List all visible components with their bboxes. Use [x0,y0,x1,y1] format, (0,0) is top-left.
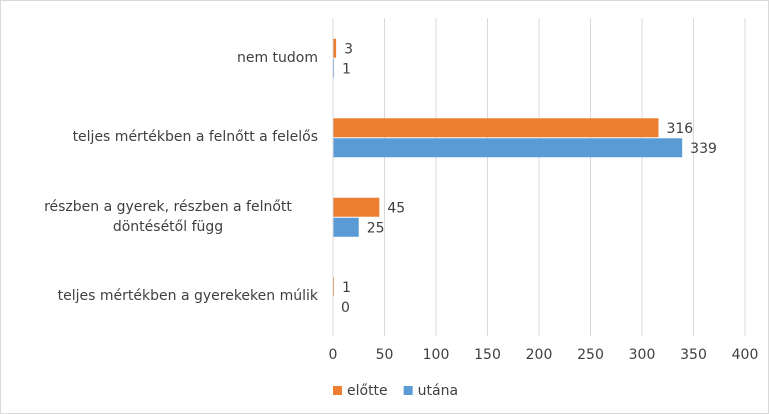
data-label: 339 [690,141,717,157]
legend-label: előtte [347,383,388,399]
x-tick-label: 200 [526,347,553,363]
legend-swatch [403,386,413,395]
y-tick-label: teljes mértékben a felnőtt a felelős [8,127,318,147]
category-text: teljes mértékben a gyerekeken múlik [57,288,318,305]
category-text: teljes mértékben a felnőtt a felelős [72,129,318,146]
data-label: 3 [344,41,353,57]
data-label: 25 [367,220,385,236]
bar [333,197,380,217]
data-label: 1 [342,61,351,77]
x-tick-label: 350 [680,347,707,363]
x-tick-label: 400 [732,347,759,363]
x-tick-label: 300 [629,347,656,363]
bar [333,38,337,58]
y-tick-label: teljes mértékben a gyerekeken múlik [8,286,318,306]
bar [333,138,683,158]
x-tick-label: 50 [376,347,394,363]
x-tick-label: 100 [423,347,450,363]
category-text: részben a gyerek, részben a felnőtt dönt… [44,198,292,235]
x-tick-label: 0 [329,347,338,363]
data-label: 1 [342,280,351,296]
data-label: 0 [341,300,350,316]
bar [333,277,335,297]
legend-swatch [333,386,342,395]
data-label: 45 [387,200,405,216]
x-tick-label: 150 [474,347,501,363]
bar [333,58,335,78]
bar [333,118,659,138]
legend-label: utána [418,383,458,399]
category-text: nem tudom [236,49,318,66]
bar [333,217,359,237]
x-tick-label: 250 [577,347,604,363]
y-tick-label: nem tudom [8,48,318,68]
y-tick-label: részben a gyerek, részben a felnőtt dönt… [8,197,318,237]
data-label: 316 [666,121,693,137]
